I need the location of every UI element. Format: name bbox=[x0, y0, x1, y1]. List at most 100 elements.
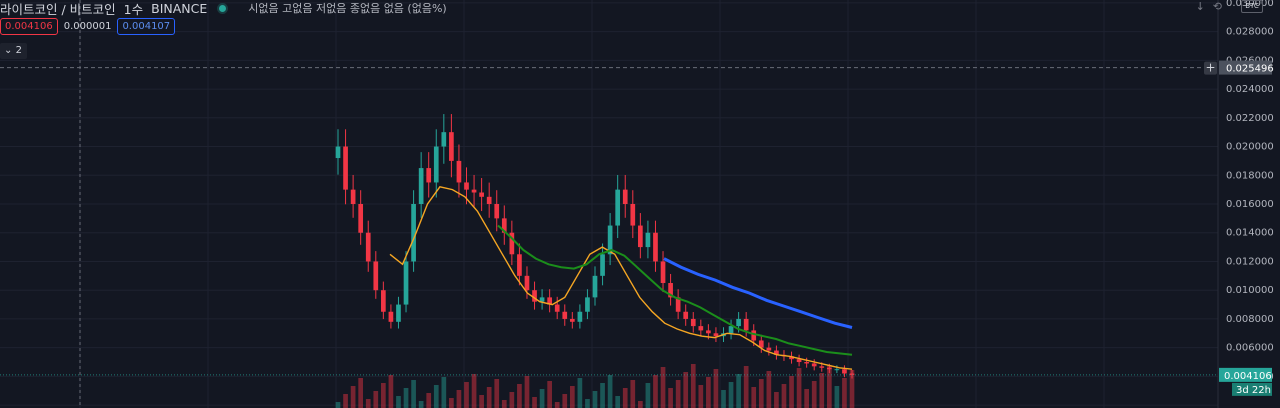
candle-body bbox=[592, 275, 598, 298]
candle-body bbox=[849, 373, 855, 375]
volume-bars bbox=[335, 364, 855, 408]
candle-body bbox=[789, 356, 794, 360]
volume-bar bbox=[524, 376, 530, 408]
volume-bar bbox=[373, 391, 379, 408]
volume-bar bbox=[706, 377, 711, 408]
trade-buttons: 0.004106 0.000001 0.004107 bbox=[0, 18, 176, 35]
moving-average-1 bbox=[389, 186, 853, 370]
price-tick-label: 0.012000 bbox=[1226, 256, 1274, 267]
price-tick-label: 0.006000 bbox=[1226, 343, 1274, 354]
price-tick-label: 0.030000 bbox=[1226, 0, 1274, 9]
refresh-icon[interactable]: ⟲ bbox=[1212, 0, 1222, 13]
price-tick-label: 0.010000 bbox=[1226, 285, 1274, 296]
add-alert-button bbox=[1204, 61, 1217, 75]
candle-body bbox=[668, 283, 673, 298]
buy-button[interactable]: 0.004107 bbox=[117, 18, 176, 35]
moving-average-3 bbox=[663, 257, 853, 329]
volume-bar bbox=[335, 402, 341, 408]
volume-bar bbox=[509, 392, 515, 408]
candle-body bbox=[539, 297, 545, 302]
price-tick-label: 0.020000 bbox=[1226, 142, 1274, 153]
candle-body bbox=[343, 146, 348, 190]
sell-button[interactable]: 0.004106 bbox=[0, 18, 58, 35]
candle-body bbox=[600, 254, 605, 276]
volume-bar bbox=[690, 364, 696, 408]
volume-bar bbox=[479, 395, 484, 408]
volume-bar bbox=[600, 383, 605, 408]
candle-body bbox=[713, 333, 719, 337]
volume-bar bbox=[426, 393, 432, 408]
candle-body bbox=[645, 232, 651, 248]
candle-body bbox=[743, 318, 749, 331]
volume-bar bbox=[449, 398, 454, 408]
volume-bar bbox=[713, 369, 719, 408]
candle-body bbox=[358, 204, 364, 233]
candle-body bbox=[766, 347, 772, 351]
price-tick-label: 0.014000 bbox=[1226, 228, 1274, 239]
candle-body bbox=[494, 204, 500, 219]
volume-bar bbox=[441, 377, 447, 408]
volume-bar bbox=[622, 388, 628, 408]
volume-bar bbox=[501, 400, 507, 408]
volume-bar bbox=[585, 399, 590, 408]
candle-body bbox=[834, 369, 840, 371]
price-tick-label: 0.022000 bbox=[1226, 113, 1274, 124]
volume-bar bbox=[826, 365, 832, 408]
ohlc-status: 시없음 고없음 저없음 종없음 없음 (없음%) bbox=[248, 2, 447, 15]
volume-bar bbox=[834, 386, 840, 408]
symbol-name[interactable]: 라이트코인 / 비트코인 bbox=[0, 1, 116, 17]
candle-body bbox=[690, 318, 696, 327]
candle-body bbox=[607, 225, 613, 255]
candle-body bbox=[811, 363, 817, 367]
volume-bar bbox=[721, 390, 726, 408]
candle-body bbox=[736, 318, 741, 327]
volume-bar bbox=[758, 379, 764, 408]
candle-body bbox=[426, 168, 432, 183]
volume-bar bbox=[789, 376, 794, 408]
candle-body bbox=[758, 340, 764, 348]
legend-header: 라이트코인 / 비트코인 1수 BINANCE 시없음 고없음 저없음 종없음 … bbox=[0, 0, 447, 17]
volume-bar bbox=[554, 402, 560, 408]
candle-body bbox=[381, 290, 386, 312]
candle-body bbox=[524, 275, 530, 291]
volume-bar bbox=[358, 378, 364, 408]
candle-body bbox=[418, 168, 424, 204]
chevron-down-icon: ⌄ bbox=[4, 45, 13, 56]
volume-bar bbox=[365, 399, 371, 408]
volume-bar bbox=[743, 366, 749, 408]
volume-bar bbox=[396, 396, 401, 408]
volume-bar bbox=[698, 385, 704, 408]
currency-badge[interactable]: BTC bbox=[1241, 0, 1263, 13]
volume-bar bbox=[418, 401, 424, 408]
interval-label[interactable]: 1수 bbox=[123, 1, 144, 17]
volume-bar bbox=[350, 386, 356, 408]
spread-value: 0.000001 bbox=[63, 21, 112, 32]
candle-body bbox=[532, 290, 537, 302]
volume-bar bbox=[471, 374, 477, 408]
candle-body bbox=[501, 218, 507, 233]
countdown-tag bbox=[1232, 382, 1272, 396]
candle-body bbox=[819, 366, 825, 368]
volume-bar bbox=[403, 388, 409, 408]
candle-body bbox=[804, 362, 809, 364]
candle-body bbox=[842, 369, 847, 374]
candle-body bbox=[350, 189, 356, 204]
indicator-collapse-button[interactable]: ⌄ 2 bbox=[0, 43, 27, 59]
volume-bar bbox=[811, 381, 817, 408]
price-tick-label: 0.018000 bbox=[1226, 170, 1274, 181]
candle-body bbox=[577, 311, 583, 322]
candle-body bbox=[471, 189, 477, 193]
candle-body bbox=[826, 367, 832, 370]
last-price-tag bbox=[1219, 367, 1272, 382]
grid bbox=[0, 0, 1218, 408]
arrow-down-icon[interactable]: ↓ bbox=[1195, 0, 1205, 13]
volume-bar bbox=[683, 372, 689, 408]
volume-bar bbox=[615, 396, 621, 408]
volume-bar bbox=[464, 382, 469, 408]
candle-body bbox=[441, 132, 447, 147]
candle-body bbox=[388, 311, 394, 322]
candle-body bbox=[479, 192, 484, 197]
volume-bar bbox=[569, 386, 575, 408]
candle-body bbox=[562, 311, 568, 319]
